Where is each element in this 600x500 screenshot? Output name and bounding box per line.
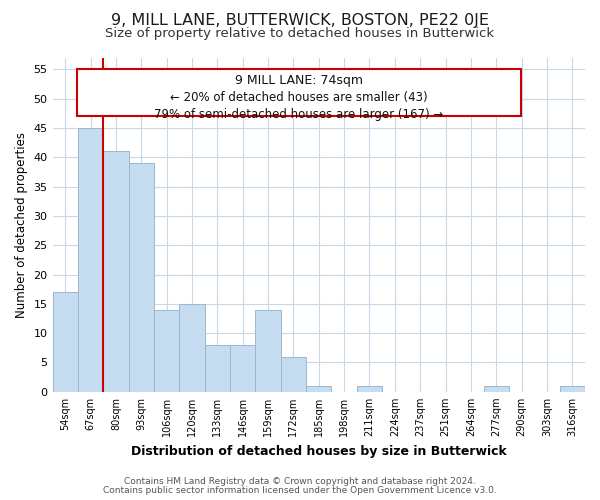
Text: 79% of semi-detached houses are larger (167) →: 79% of semi-detached houses are larger (… — [154, 108, 443, 120]
Bar — [230, 345, 256, 392]
Text: Contains HM Land Registry data © Crown copyright and database right 2024.: Contains HM Land Registry data © Crown c… — [124, 477, 476, 486]
Text: Size of property relative to detached houses in Butterwick: Size of property relative to detached ho… — [106, 28, 494, 40]
Bar — [306, 386, 331, 392]
Bar — [103, 152, 128, 392]
Bar — [53, 292, 78, 392]
Text: Contains public sector information licensed under the Open Government Licence v3: Contains public sector information licen… — [103, 486, 497, 495]
FancyBboxPatch shape — [77, 69, 521, 116]
Bar — [128, 163, 154, 392]
Bar — [484, 386, 509, 392]
Bar — [179, 304, 205, 392]
Bar — [357, 386, 382, 392]
Bar — [256, 310, 281, 392]
Text: 9 MILL LANE: 74sqm: 9 MILL LANE: 74sqm — [235, 74, 363, 87]
Bar — [281, 356, 306, 392]
Text: 9, MILL LANE, BUTTERWICK, BOSTON, PE22 0JE: 9, MILL LANE, BUTTERWICK, BOSTON, PE22 0… — [111, 12, 489, 28]
Bar — [78, 128, 103, 392]
Bar — [154, 310, 179, 392]
Y-axis label: Number of detached properties: Number of detached properties — [15, 132, 28, 318]
Text: ← 20% of detached houses are smaller (43): ← 20% of detached houses are smaller (43… — [170, 91, 428, 104]
Bar — [560, 386, 585, 392]
Bar — [205, 345, 230, 392]
X-axis label: Distribution of detached houses by size in Butterwick: Distribution of detached houses by size … — [131, 444, 506, 458]
